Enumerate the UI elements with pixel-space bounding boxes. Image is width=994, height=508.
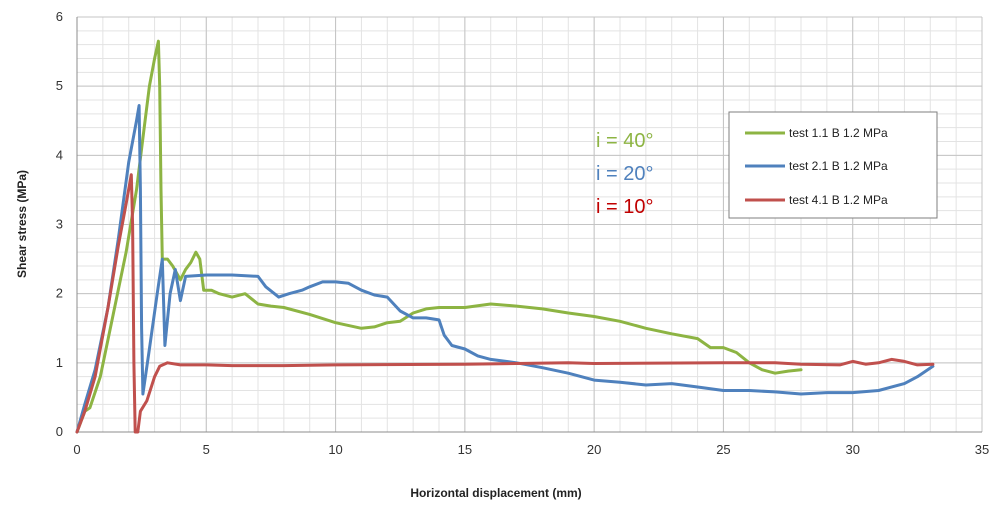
x-axis-title: Horizontal displacement (mm) xyxy=(410,486,581,500)
x-tick-label: 25 xyxy=(716,442,730,457)
y-tick-label: 2 xyxy=(56,286,63,301)
annotation-i40: i = 40° xyxy=(596,130,653,152)
x-tick-label: 30 xyxy=(845,442,859,457)
annotation-i20: i = 20° xyxy=(596,163,653,185)
axes xyxy=(76,17,982,433)
y-tick-label: 0 xyxy=(56,424,63,439)
series-line-test-2-1 xyxy=(75,104,935,434)
legend-label-test-1-1: test 1.1 B 1.2 MPa xyxy=(789,126,888,140)
major-gridlines xyxy=(76,16,983,433)
annotation-i10: i = 10° xyxy=(596,196,653,218)
legend-label-test-4-1: test 4.1 B 1.2 MPa xyxy=(789,193,888,207)
y-tick-label: 1 xyxy=(56,355,63,370)
y-tick-label: 5 xyxy=(56,78,63,93)
y-axis-title: Shear stress (MPa) xyxy=(15,170,29,278)
y-tick-label: 6 xyxy=(56,9,63,24)
x-tick-label: 15 xyxy=(458,442,472,457)
legend-label-test-2-1: test 2.1 B 1.2 MPa xyxy=(789,159,888,173)
x-tick-labels: 0 5 10 15 20 25 30 35 xyxy=(73,442,989,457)
legend: test 1.1 B 1.2 MPa test 2.1 B 1.2 MPa te… xyxy=(728,111,938,219)
series-line-test-1-1 xyxy=(75,39,803,434)
series-line-test-4-1 xyxy=(75,173,935,434)
x-tick-label: 10 xyxy=(328,442,342,457)
y-tick-label: 4 xyxy=(56,147,63,162)
x-tick-label: 20 xyxy=(587,442,601,457)
y-tick-label: 3 xyxy=(56,217,63,232)
x-tick-label: 5 xyxy=(203,442,210,457)
x-tick-label: 35 xyxy=(975,442,989,457)
x-tick-label: 0 xyxy=(73,442,80,457)
angle-annotations: i = 40° i = 20° i = 10° xyxy=(596,130,653,218)
y-tick-labels: 0 1 2 3 4 5 6 xyxy=(56,9,63,439)
series-layer xyxy=(75,39,935,434)
